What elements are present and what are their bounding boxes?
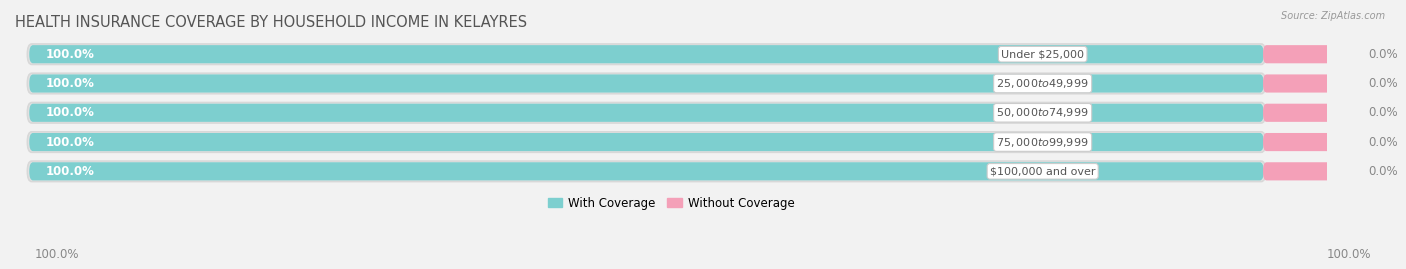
Text: 0.0%: 0.0% [1368, 48, 1398, 61]
FancyBboxPatch shape [27, 102, 1265, 123]
Text: 100.0%: 100.0% [1326, 248, 1371, 261]
Text: 0.0%: 0.0% [1368, 106, 1398, 119]
FancyBboxPatch shape [1263, 104, 1350, 122]
Text: 0.0%: 0.0% [1368, 165, 1398, 178]
FancyBboxPatch shape [27, 73, 1265, 94]
Text: 100.0%: 100.0% [46, 165, 94, 178]
Text: 100.0%: 100.0% [46, 106, 94, 119]
FancyBboxPatch shape [30, 162, 1264, 180]
Text: $100,000 and over: $100,000 and over [990, 166, 1095, 176]
Text: 0.0%: 0.0% [1368, 77, 1398, 90]
FancyBboxPatch shape [1263, 75, 1350, 93]
FancyBboxPatch shape [27, 44, 1265, 65]
FancyBboxPatch shape [30, 75, 1264, 93]
FancyBboxPatch shape [1263, 162, 1350, 180]
Text: 100.0%: 100.0% [46, 136, 94, 148]
FancyBboxPatch shape [30, 133, 1264, 151]
FancyBboxPatch shape [30, 104, 1264, 122]
FancyBboxPatch shape [1263, 133, 1350, 151]
FancyBboxPatch shape [1263, 45, 1350, 63]
Text: Source: ZipAtlas.com: Source: ZipAtlas.com [1281, 11, 1385, 21]
FancyBboxPatch shape [27, 161, 1265, 182]
Text: 100.0%: 100.0% [35, 248, 80, 261]
FancyBboxPatch shape [30, 45, 1264, 63]
Text: HEALTH INSURANCE COVERAGE BY HOUSEHOLD INCOME IN KELAYRES: HEALTH INSURANCE COVERAGE BY HOUSEHOLD I… [15, 15, 527, 30]
Legend: With Coverage, Without Coverage: With Coverage, Without Coverage [544, 192, 799, 214]
Text: $25,000 to $49,999: $25,000 to $49,999 [997, 77, 1088, 90]
Text: $75,000 to $99,999: $75,000 to $99,999 [997, 136, 1088, 148]
Text: $50,000 to $74,999: $50,000 to $74,999 [997, 106, 1088, 119]
FancyBboxPatch shape [27, 132, 1265, 152]
Text: 100.0%: 100.0% [46, 48, 94, 61]
Text: 100.0%: 100.0% [46, 77, 94, 90]
Text: Under $25,000: Under $25,000 [1001, 49, 1084, 59]
Text: 0.0%: 0.0% [1368, 136, 1398, 148]
